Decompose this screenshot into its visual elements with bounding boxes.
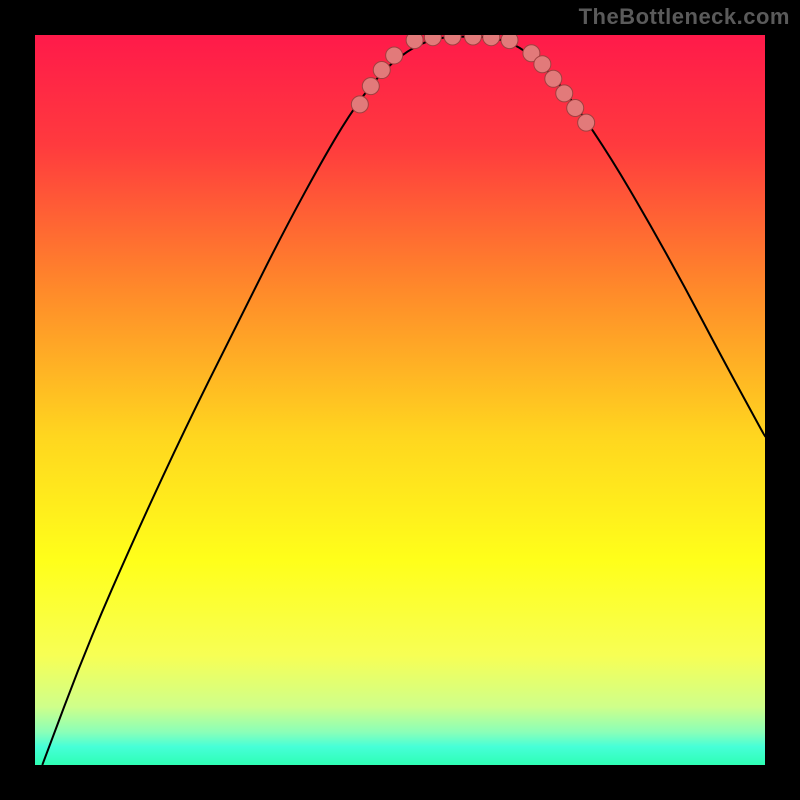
chart-container: TheBottleneck.com xyxy=(0,0,800,800)
data-marker xyxy=(424,35,441,46)
bottleneck-curve xyxy=(42,37,765,765)
data-marker xyxy=(534,56,551,73)
data-marker xyxy=(578,114,595,131)
data-marker xyxy=(483,35,500,46)
data-marker xyxy=(444,35,461,45)
watermark-text: TheBottleneck.com xyxy=(579,4,790,30)
data-marker xyxy=(545,70,562,87)
curve-layer xyxy=(35,35,765,765)
data-marker xyxy=(373,62,390,79)
data-marker xyxy=(362,78,379,95)
data-marker xyxy=(386,47,403,64)
data-marker xyxy=(351,96,368,113)
data-marker xyxy=(406,35,423,49)
data-marker xyxy=(465,35,482,45)
data-marker xyxy=(567,100,584,117)
plot-area xyxy=(35,35,765,765)
data-marker xyxy=(556,85,573,102)
data-marker xyxy=(501,35,518,49)
